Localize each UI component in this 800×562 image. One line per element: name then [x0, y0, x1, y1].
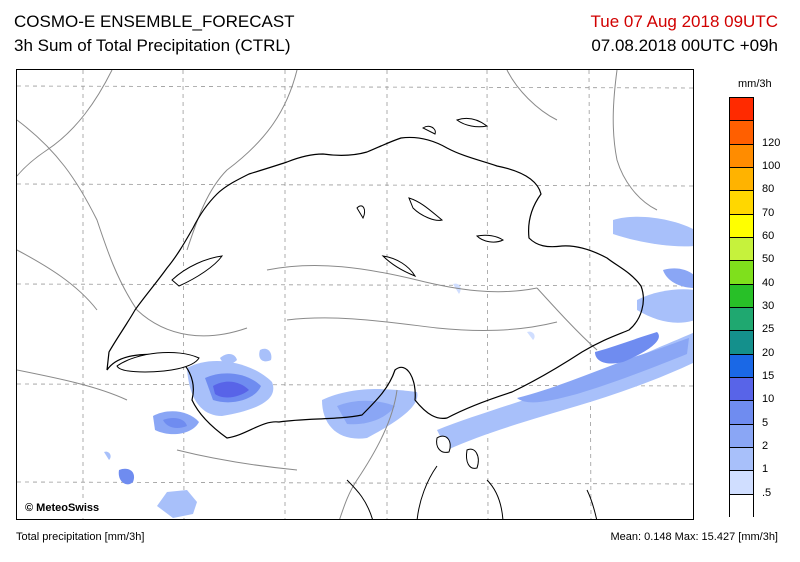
lakes [116, 117, 504, 469]
legend-label: 70 [762, 206, 775, 219]
legend-swatch [730, 121, 753, 145]
legend-swatch [730, 494, 753, 518]
legend-swatch [730, 284, 753, 308]
map-canvas [17, 70, 693, 519]
legend-swatch [730, 238, 753, 262]
legend-label: 20 [762, 346, 775, 359]
legend-label: 25 [762, 323, 775, 336]
valid-time: Tue 07 Aug 2018 09UTC [590, 12, 778, 31]
run-time: 07.08.2018 00UTC +09h [591, 36, 778, 55]
legend-label: 80 [762, 183, 775, 196]
legend-label: 100 [762, 160, 781, 172]
country-borders-outer [346, 465, 598, 519]
copyright-label: © MeteoSwiss [23, 501, 102, 515]
precipitation-map: © MeteoSwiss [16, 69, 694, 520]
footer-variable: Total precipitation [mm/3h] [16, 531, 145, 543]
legend-label: 10 [762, 393, 775, 406]
map-subtitle: 3h Sum of Total Precipitation (CTRL) [14, 36, 291, 55]
legend-swatch [730, 144, 753, 168]
legend-swatch [730, 471, 753, 495]
legend-swatch [730, 354, 753, 378]
legend-swatch [730, 168, 753, 192]
switzerland-border [106, 136, 644, 439]
regional-borders [17, 70, 658, 519]
graticule [17, 70, 693, 519]
legend-swatch [730, 98, 753, 122]
legend-unit: mm/3h [738, 78, 772, 90]
legend-label: 40 [762, 276, 775, 289]
legend-label: 1 [762, 463, 769, 476]
legend-label: 50 [762, 253, 775, 266]
map-title: COSMO-E ENSEMBLE_FORECAST [14, 12, 295, 31]
precipitation-field [104, 216, 693, 518]
color-legend [729, 97, 754, 518]
legend-swatch [730, 424, 753, 448]
legend-swatch [730, 378, 753, 402]
legend-label: 30 [762, 300, 775, 312]
legend-swatch [730, 191, 753, 215]
legend-swatch [730, 401, 753, 425]
legend-swatch [730, 331, 753, 355]
legend-swatch [730, 308, 753, 332]
footer-stats: Mean: 0.148 Max: 15.427 [mm/3h] [610, 531, 778, 543]
legend-label: 2 [762, 440, 769, 452]
legend-label: .5 [762, 486, 772, 499]
legend-swatch [730, 214, 753, 238]
legend-swatch [730, 261, 753, 285]
legend-label: 15 [762, 370, 775, 382]
legend-label: 60 [762, 230, 775, 242]
legend-label: 120 [762, 136, 781, 149]
legend-swatch [730, 448, 753, 472]
legend-label: 5 [762, 416, 769, 429]
